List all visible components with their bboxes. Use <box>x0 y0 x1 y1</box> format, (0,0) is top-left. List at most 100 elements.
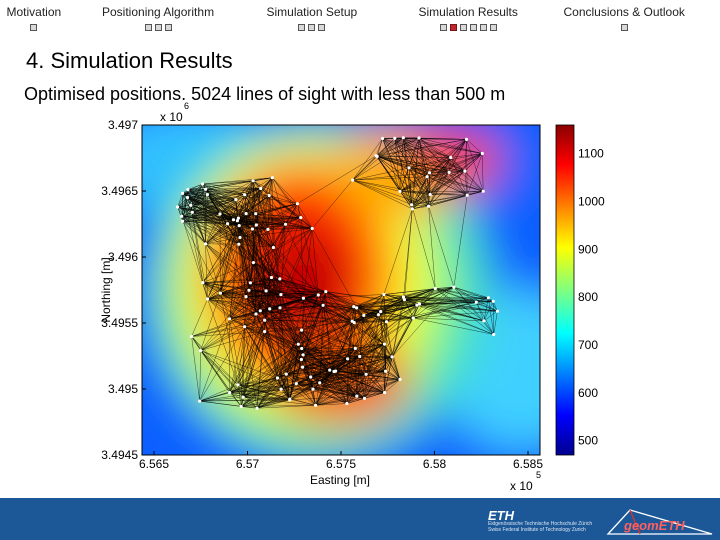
y-tick-label: 3.4955 <box>101 316 138 330</box>
station-marker <box>358 354 362 359</box>
station-marker <box>294 382 298 386</box>
station-marker <box>243 325 247 329</box>
nav-section-positioning-algorithm[interactable]: Positioning Algorithm <box>102 5 214 31</box>
station-marker <box>243 193 247 197</box>
station-marker <box>271 245 275 250</box>
nav-section-simulation-results[interactable]: Simulation Results <box>419 5 518 31</box>
station-marker <box>393 136 397 140</box>
station-marker <box>381 136 385 141</box>
nav-dot[interactable] <box>30 24 38 31</box>
station-marker <box>189 203 193 207</box>
station-marker <box>267 193 271 198</box>
station-marker <box>464 137 469 141</box>
colorbar-tick-label: 1000 <box>578 195 605 209</box>
y-multiplier: x 10 <box>160 110 183 124</box>
station-marker <box>350 319 354 323</box>
station-marker <box>390 355 394 359</box>
nav-section-simulation-setup[interactable]: Simulation Setup <box>266 5 358 31</box>
station-marker <box>218 291 222 295</box>
station-marker <box>492 332 496 337</box>
station-marker <box>269 275 274 280</box>
station-marker <box>263 330 267 334</box>
colorbar <box>555 124 575 456</box>
station-marker <box>254 223 258 227</box>
nav-section-conclusions-outlook[interactable]: Conclusions & Outlook <box>564 5 685 31</box>
y-tick-label: 3.496 <box>108 250 138 264</box>
y-tick-label: 3.497 <box>108 118 138 132</box>
station-marker <box>425 175 429 179</box>
x-tick-label: 6.58 <box>423 457 447 471</box>
nav-dot[interactable] <box>164 24 172 31</box>
station-marker <box>495 309 499 313</box>
station-marker <box>486 296 490 300</box>
station-marker <box>259 186 263 191</box>
lines-of-sight <box>177 137 498 409</box>
nav-section-label[interactable]: Motivation <box>6 5 62 19</box>
station-marker <box>181 191 185 195</box>
station-marker <box>463 169 467 173</box>
station-marker <box>234 198 238 202</box>
nav-section-label[interactable]: Simulation Setup <box>266 5 358 19</box>
nav-dot-current[interactable] <box>449 24 457 31</box>
station-marker <box>248 281 252 285</box>
station-marker <box>401 295 406 299</box>
station-marker <box>228 391 232 395</box>
nav-dot[interactable] <box>298 24 306 31</box>
nav-dot[interactable] <box>318 24 326 31</box>
station-positions <box>176 136 499 410</box>
colorbar-tick-label: 500 <box>578 434 598 448</box>
station-marker <box>254 312 258 316</box>
station-marker <box>218 212 222 216</box>
station-marker <box>482 319 486 323</box>
y-axis-label: Northing [m] <box>99 257 113 322</box>
station-marker <box>318 381 322 385</box>
station-marker <box>288 397 292 401</box>
nav-dot[interactable] <box>479 24 487 31</box>
station-marker <box>447 170 451 174</box>
nav-dot[interactable] <box>489 24 497 31</box>
station-marker <box>199 349 203 353</box>
station-marker <box>376 313 380 317</box>
station-marker <box>235 219 239 223</box>
station-marker <box>301 296 305 300</box>
station-marker <box>301 353 305 357</box>
nav-dot[interactable] <box>308 24 316 31</box>
station-marker <box>352 305 356 309</box>
nav-section-motivation[interactable]: Motivation <box>6 5 62 31</box>
station-marker <box>383 390 387 395</box>
nav-dot[interactable] <box>459 24 467 31</box>
nav-section-label[interactable]: Simulation Results <box>418 5 518 19</box>
station-marker <box>185 195 190 200</box>
station-marker <box>384 320 389 324</box>
station-marker <box>236 216 240 220</box>
y-axis-ticks: 3.4945 3.495 3.4955 3.496 3.4965 3.497 <box>101 118 146 462</box>
station-marker <box>480 151 484 156</box>
station-marker <box>244 212 248 216</box>
station-marker <box>226 222 230 226</box>
elevation-heatmap-figure: 6.565 6.57 6.575 6.58 6.585 3.4945 3.495 3.495… <box>99 101 605 493</box>
station-marker <box>190 210 194 214</box>
y-tick-label: 3.495 <box>108 382 138 396</box>
station-marker <box>491 299 495 303</box>
station-marker <box>417 302 422 306</box>
colorbar-ticks: 1100 1000 900 800 700 600 500 <box>578 147 605 448</box>
station-marker <box>279 387 283 391</box>
nav-dot[interactable] <box>439 24 447 31</box>
station-marker <box>427 204 431 208</box>
station-marker <box>355 306 359 310</box>
x-tick-label: 6.565 <box>139 457 169 471</box>
station-marker <box>382 292 386 297</box>
nav-dot[interactable] <box>154 24 162 31</box>
nav-section-label[interactable]: Positioning Algorithm <box>102 5 215 19</box>
nav-dot[interactable] <box>144 24 152 31</box>
station-marker <box>410 203 414 207</box>
nav-dot[interactable] <box>620 24 628 31</box>
station-marker <box>190 334 194 339</box>
station-marker <box>351 178 355 182</box>
station-marker <box>244 295 248 299</box>
nav-slide-indicators <box>564 24 685 31</box>
station-marker <box>237 242 241 246</box>
station-marker <box>270 176 274 180</box>
nav-dot[interactable] <box>469 24 477 31</box>
nav-section-label[interactable]: Conclusions & Outlook <box>563 5 685 19</box>
